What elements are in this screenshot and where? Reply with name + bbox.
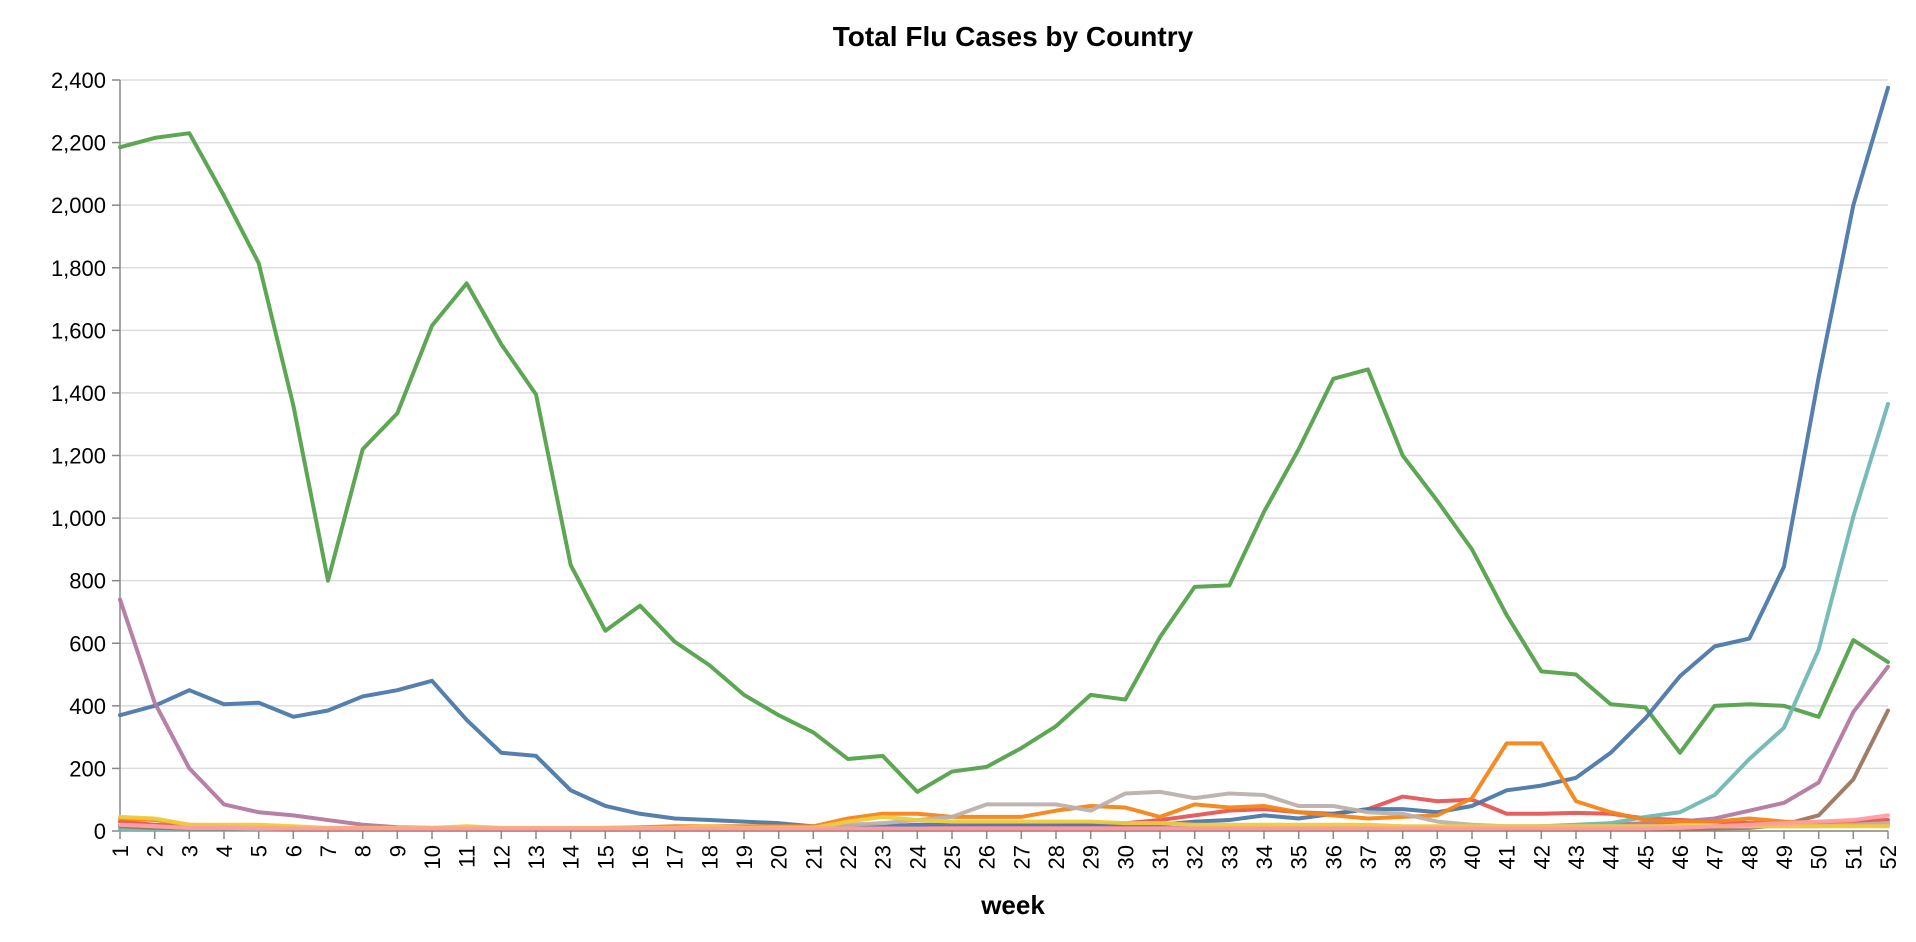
x-tick-label: 44 [1599, 845, 1624, 869]
x-tick-label: 20 [767, 845, 792, 869]
y-tick-label: 1,800 [51, 256, 106, 281]
x-tick-label: 24 [905, 845, 930, 869]
x-tick-label: 22 [836, 845, 861, 869]
y-tick-label: 1,200 [51, 444, 106, 469]
x-tick-label: 37 [1356, 845, 1381, 869]
x-tick-label: 1 [108, 845, 133, 857]
x-tick-label: 38 [1391, 845, 1416, 869]
x-tick-label: 30 [1113, 845, 1138, 869]
series-line-2 [118, 85, 1890, 829]
x-tick-label: 23 [871, 845, 896, 869]
chart-title: Total Flu Cases by Country [833, 21, 1194, 52]
y-tick-label: 1,000 [51, 506, 106, 531]
series-lines [118, 85, 1890, 832]
y-tick-label: 0 [94, 819, 106, 844]
y-tick-label: 800 [69, 569, 106, 594]
x-tick-label: 34 [1252, 845, 1277, 869]
x-tick-label: 5 [247, 845, 272, 857]
x-tick-label: 31 [1148, 845, 1173, 869]
x-tick-label: 11 [455, 845, 480, 868]
x-tick-label: 51 [1841, 845, 1866, 869]
x-tick-label: 7 [316, 845, 341, 857]
y-tick-label: 200 [69, 756, 106, 781]
series-line-1 [118, 131, 1890, 794]
series-line-3 [118, 597, 1890, 831]
x-tick-label: 28 [1044, 845, 1069, 869]
x-tick-label: 16 [628, 845, 653, 869]
x-tick-label: 35 [1287, 845, 1312, 869]
x-tick-label: 13 [524, 845, 549, 869]
x-tick-label: 46 [1668, 845, 1693, 869]
x-tick-label: 14 [559, 845, 584, 869]
x-tick-label: 4 [212, 845, 237, 857]
x-tick-label: 40 [1460, 845, 1485, 869]
x-tick-label: 19 [732, 845, 757, 869]
x-tick-label: 39 [1425, 845, 1450, 869]
gridlines [120, 79, 1888, 832]
x-tick-label: 15 [593, 845, 618, 869]
x-tick-label: 8 [351, 845, 376, 857]
x-tick-label: 52 [1876, 845, 1901, 869]
x-tick-label: 49 [1772, 845, 1797, 869]
x-tick-label: 3 [177, 845, 202, 857]
x-tick-label: 6 [281, 845, 306, 857]
x-tick-label: 9 [385, 845, 410, 857]
y-tick-label: 2,400 [51, 68, 106, 93]
x-tick-label: 12 [489, 845, 514, 869]
axes: 0 200 400 600 800 1,000 1,200 1,400 1,600 1,800 2,… [51, 68, 1901, 869]
y-tick-label: 1,400 [51, 381, 106, 406]
x-tick-label: 21 [801, 845, 826, 869]
x-tick-label: 47 [1703, 845, 1728, 869]
x-tick-label: 32 [1183, 845, 1208, 869]
x-tick-label: 25 [940, 845, 965, 869]
x-tick-label: 18 [697, 845, 722, 869]
x-tick-label: 33 [1217, 845, 1242, 869]
x-tick-label: 36 [1321, 845, 1346, 869]
x-tick-label: 50 [1807, 845, 1832, 869]
series-line-5 [118, 708, 1890, 832]
x-tick-label: 10 [420, 845, 445, 869]
series-line-4 [118, 401, 1890, 832]
x-tick-label: 48 [1737, 845, 1762, 869]
y-tick-label: 2,200 [51, 131, 106, 156]
x-tick-label: 45 [1633, 845, 1658, 869]
y-tick-label: 400 [69, 694, 106, 719]
x-tick-label: 41 [1495, 845, 1520, 869]
y-tick-label: 1,600 [51, 318, 106, 343]
x-axis-title: week [980, 890, 1045, 920]
series-line-9 [118, 813, 1890, 831]
y-tick-label: 600 [69, 631, 106, 656]
x-tick-label: 26 [975, 845, 1000, 869]
x-tick-label: 43 [1564, 845, 1589, 869]
x-tick-label: 2 [143, 845, 168, 857]
x-tick-label: 27 [1009, 845, 1034, 869]
x-tick-label: 29 [1079, 845, 1104, 869]
y-tick-label: 2,000 [51, 193, 106, 218]
x-tick-label: 42 [1529, 845, 1554, 869]
x-tick-label: 17 [663, 845, 688, 869]
